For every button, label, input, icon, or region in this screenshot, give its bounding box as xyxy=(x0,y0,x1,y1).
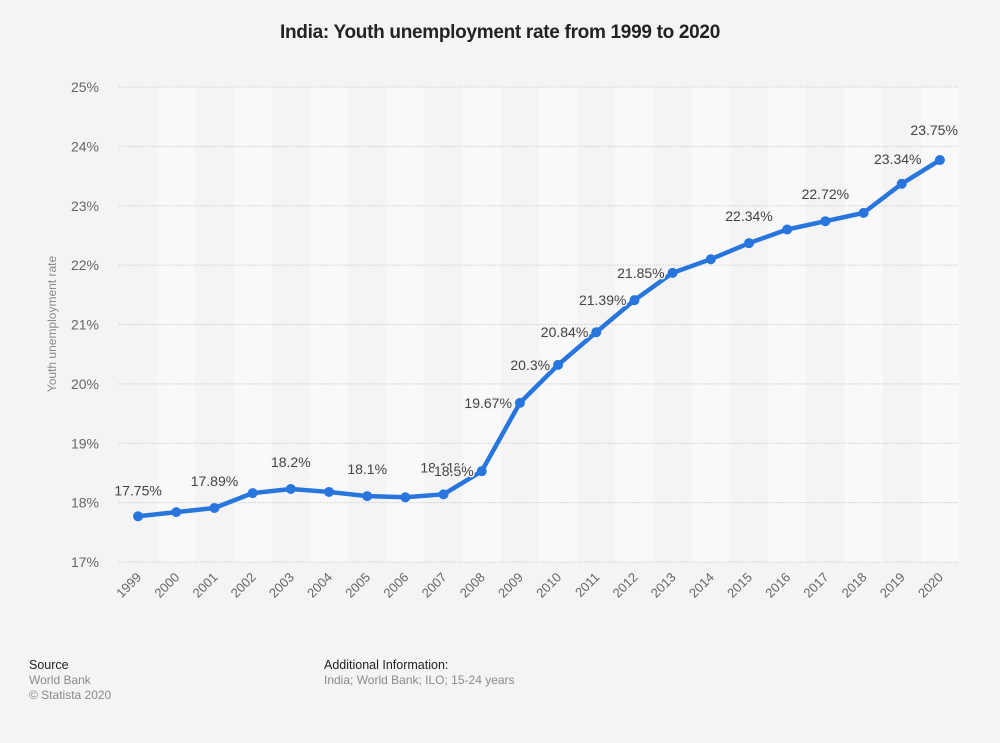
x-tick-label: 2014 xyxy=(686,570,717,601)
data-label: 21.39% xyxy=(579,292,626,308)
y-tick-label: 20% xyxy=(71,376,99,392)
x-tick-label: 2015 xyxy=(724,570,755,601)
data-point xyxy=(133,511,144,522)
data-label: 17.89% xyxy=(191,473,238,489)
y-tick-label: 23% xyxy=(71,198,99,214)
data-point xyxy=(209,502,220,513)
x-tick-label: 2001 xyxy=(190,570,221,601)
data-point xyxy=(285,483,296,494)
y-tick-label: 21% xyxy=(71,317,99,333)
data-point xyxy=(324,486,334,497)
data-label: 20.3% xyxy=(510,357,550,373)
data-label: 20.84% xyxy=(541,324,588,340)
x-tick-label: 2020 xyxy=(915,570,946,601)
x-tick-label: 2019 xyxy=(877,570,908,601)
data-point xyxy=(744,238,754,249)
x-tick-label: 2000 xyxy=(151,570,182,601)
data-point xyxy=(514,397,525,408)
data-point xyxy=(400,492,411,503)
data-label: 22.72% xyxy=(802,186,849,202)
x-tick-label: 2002 xyxy=(228,570,259,601)
y-tick-label: 18% xyxy=(71,495,99,511)
source-heading: Source xyxy=(29,658,69,672)
x-tick-label: 2004 xyxy=(304,570,335,601)
y-axis-ticks: 17% 18% 19% 20% 21% 22% 23% 24% 25% xyxy=(71,79,99,570)
x-tick-label: 2005 xyxy=(342,570,373,601)
data-point xyxy=(247,488,258,499)
x-tick-label: 2009 xyxy=(495,570,526,601)
x-axis-ticks: 1999 2000 2001 2002 2003 2004 2005 2006 2007 2008… xyxy=(113,570,946,601)
x-tick-label: 2010 xyxy=(533,570,564,601)
data-point xyxy=(438,489,449,500)
x-tick-label: 2008 xyxy=(457,570,488,601)
data-label: 19.67% xyxy=(464,395,511,411)
x-tick-label: 2017 xyxy=(800,570,831,601)
data-point xyxy=(629,295,640,306)
data-label: 23.75% xyxy=(910,122,957,138)
source-line[interactable]: World Bank xyxy=(29,673,91,687)
data-label: 18.2% xyxy=(271,454,311,470)
additional-info-text: India; World Bank; ILO; 15-24 years xyxy=(324,673,515,687)
x-tick-label: 2003 xyxy=(266,570,297,601)
y-tick-label: 22% xyxy=(71,257,99,273)
data-point xyxy=(858,207,869,218)
x-tick-label: 2012 xyxy=(610,570,641,601)
data-point xyxy=(705,254,716,265)
y-tick-label: 24% xyxy=(71,138,99,154)
gridlines xyxy=(119,86,959,563)
data-labels-layer: 17.75% 17.89% 18.2% 18.1% 18.11%18.5% 19.67% 2… xyxy=(113,121,960,500)
data-label: 18.11% xyxy=(420,459,466,475)
additional-info-heading: Additional Information: xyxy=(324,658,449,672)
data-point xyxy=(934,155,945,166)
data-point xyxy=(782,224,793,235)
data-label: 17.75% xyxy=(114,482,161,498)
data-label: 21.85% xyxy=(617,265,664,281)
data-label: 18.5% xyxy=(434,463,474,479)
x-tick-label: 2016 xyxy=(762,570,793,601)
y-tick-label: 19% xyxy=(71,435,99,451)
copyright-line: © Statista 2020 xyxy=(29,688,112,702)
additional-info-block: Additional Information: India; World Ban… xyxy=(324,658,515,688)
y-tick-label: 25% xyxy=(71,79,99,95)
x-tick-label: 2018 xyxy=(839,570,870,601)
data-point xyxy=(667,267,678,278)
x-tick-label: 1999 xyxy=(113,570,144,601)
x-tick-label: 2006 xyxy=(380,570,411,601)
data-label: 22.34% xyxy=(725,208,772,224)
source-block: Source World Bank © Statista 2020 xyxy=(29,658,111,703)
x-tick-label: 2013 xyxy=(648,570,679,601)
y-axis-label: Youth unemployment rate xyxy=(45,256,59,393)
data-point xyxy=(362,491,373,502)
x-tick-label: 2007 xyxy=(419,570,450,601)
series-layer xyxy=(133,155,945,522)
data-point xyxy=(476,466,487,477)
data-point xyxy=(820,216,831,227)
data-point xyxy=(171,507,182,518)
data-label: 18.1% xyxy=(347,461,387,477)
series-line xyxy=(135,157,943,519)
x-tick-label: 2011 xyxy=(572,570,602,600)
chart-title: India: Youth unemployment rate from 1999… xyxy=(280,22,720,43)
y-tick-label: 17% xyxy=(71,554,99,570)
data-point xyxy=(553,359,564,370)
data-point xyxy=(591,327,602,338)
data-label: 23.34% xyxy=(874,151,921,167)
data-point xyxy=(896,178,907,189)
